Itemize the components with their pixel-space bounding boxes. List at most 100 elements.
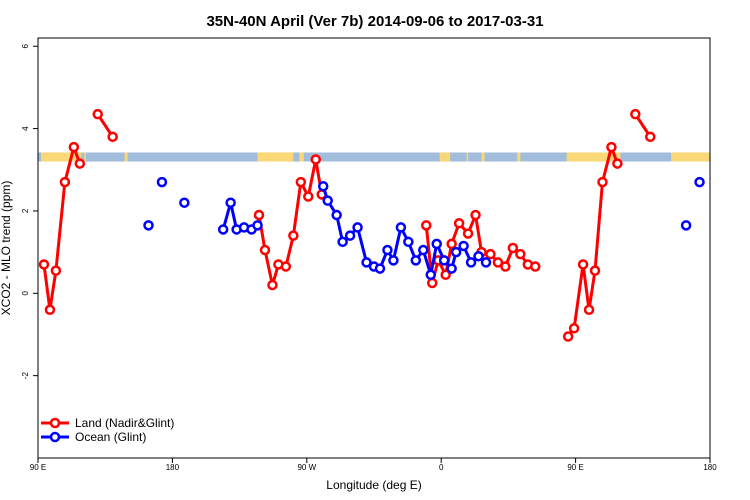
land-point [583, 304, 595, 316]
land-band [299, 152, 304, 162]
land-band [40, 152, 82, 162]
land-point [38, 259, 50, 270]
ocean-point [217, 224, 229, 235]
land-point [606, 141, 617, 153]
ocean-point [374, 263, 386, 274]
land-point [50, 265, 62, 276]
ocean-point [388, 255, 399, 266]
land-point [500, 261, 511, 272]
land-line [566, 145, 619, 338]
ocean-point [352, 222, 363, 233]
x-tick-label: 90 W [297, 463, 316, 472]
ocean-point [322, 195, 333, 206]
ocean-point [156, 176, 168, 188]
ocean-point [382, 244, 393, 256]
ocean-point [225, 197, 236, 208]
land-line [42, 145, 82, 312]
land-point [453, 218, 465, 229]
land-point [92, 108, 103, 120]
ocean-point [395, 222, 407, 233]
land-point [492, 257, 504, 268]
land-point [310, 154, 322, 165]
x-tick-label: 180 [166, 463, 180, 472]
land-band [444, 152, 451, 162]
land-band [84, 152, 86, 162]
y-axis: -2 0 2 4 6 [21, 43, 38, 379]
land-point [485, 248, 496, 260]
ocean-point [473, 250, 484, 262]
x-tick-label: 0 [439, 463, 444, 472]
land-point [612, 158, 623, 169]
land-point [507, 242, 519, 254]
ocean-point [361, 257, 372, 268]
series-land [38, 108, 656, 342]
y-tick-label: 2 [21, 208, 30, 213]
ocean-point [337, 236, 348, 248]
land-point [421, 220, 432, 231]
land-band [671, 152, 710, 162]
plot-frame [37, 37, 711, 459]
sea-band [38, 152, 710, 162]
land-band [439, 152, 445, 162]
land-point [630, 108, 641, 120]
land-point [288, 230, 299, 241]
legend-land-label: Land (Nadir&Glint) [75, 416, 174, 430]
land-point [59, 176, 71, 188]
ocean-point [425, 269, 436, 281]
ocean-point [450, 246, 462, 258]
land-point [470, 209, 481, 221]
land-point [645, 131, 656, 143]
land-point [597, 176, 608, 188]
land-point [44, 304, 56, 316]
land-point [280, 261, 292, 272]
land-point [253, 209, 265, 221]
x-axis: 90 E 180 90 W 0 90 E 180 [30, 458, 717, 472]
land-point [589, 265, 601, 276]
ocean-point [458, 240, 469, 252]
land-point [577, 259, 589, 270]
ocean-point [179, 197, 190, 208]
land-point [68, 141, 80, 153]
ocean-point [418, 244, 429, 256]
ocean-point [252, 220, 263, 231]
legend-land-marker [49, 417, 61, 429]
x-tick-label: 90 E [30, 463, 46, 472]
land-band [566, 152, 621, 162]
ocean-point [431, 238, 442, 250]
land-sea-strip [38, 152, 710, 162]
land-point [303, 191, 314, 202]
land-band [466, 152, 469, 162]
y-tick-label: -2 [21, 372, 30, 380]
y-tick-label: 0 [21, 291, 30, 296]
ocean-point [446, 263, 457, 274]
land-point [462, 228, 474, 239]
ocean-point [465, 257, 477, 268]
land-point [267, 279, 278, 291]
land-point [568, 323, 580, 334]
y-tick-label: 6 [21, 43, 30, 48]
ocean-point [410, 255, 422, 266]
x-axis-label: Longitude (deg E) [326, 478, 421, 492]
land-point [74, 158, 86, 169]
land-line [257, 157, 324, 287]
legend-ocean-label: Ocean (Glint) [75, 430, 146, 444]
land-band [124, 152, 128, 162]
land-band [517, 152, 521, 162]
land-point [426, 277, 438, 289]
ocean-point [480, 257, 492, 268]
land-point [259, 244, 271, 256]
land-band [481, 152, 485, 162]
ocean-point [403, 236, 414, 248]
land-point [515, 248, 526, 260]
x-tick-label: 90 E [567, 463, 583, 472]
x-tick-label: 180 [703, 463, 717, 472]
ocean-point [438, 255, 450, 266]
land-band [257, 152, 294, 162]
land-point [295, 176, 307, 188]
chart-title: 35N-40N April (Ver 7b) 2014-09-06 to 201… [206, 13, 543, 30]
y-axis-label: XCO2 - MLO trend (ppm) [0, 181, 13, 316]
land-point [530, 261, 541, 272]
legend-ocean-marker [49, 431, 61, 443]
ocean-point [694, 176, 705, 188]
